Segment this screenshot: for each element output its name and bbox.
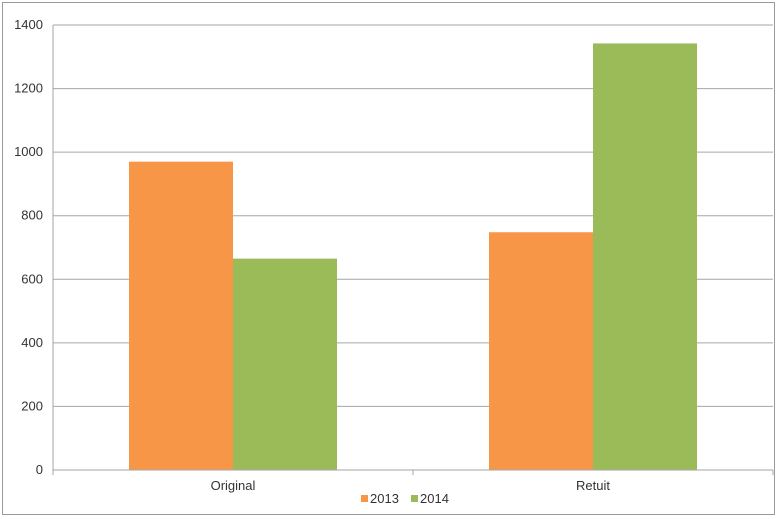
bar-original-2013	[129, 161, 233, 470]
y-axis-tick-labels: 0 200 400 600 800 1000 1200 1400	[14, 17, 43, 477]
x-category-label: Retuit	[576, 478, 610, 493]
bar-retuit-2013	[489, 232, 593, 470]
y-tick-label: 200	[21, 398, 43, 413]
y-tick-label: 600	[21, 271, 43, 286]
legend-swatch-2013	[361, 495, 368, 502]
y-tick-label: 0	[36, 462, 43, 477]
bars	[129, 43, 697, 470]
y-tick-label: 1000	[14, 144, 43, 159]
y-tick-label: 1400	[14, 17, 43, 32]
bar-original-2014	[233, 258, 337, 470]
y-tick-label: 1200	[14, 81, 43, 96]
x-category-label: Original	[211, 478, 256, 493]
x-axis-ticks	[52, 470, 774, 475]
legend-swatch-2014	[411, 495, 418, 502]
legend: 2013 2014	[361, 491, 449, 506]
y-tick-label: 400	[21, 335, 43, 350]
x-axis-category-labels: Original Retuit	[211, 478, 611, 493]
bar-retuit-2014	[593, 43, 697, 470]
y-tick-label: 800	[21, 208, 43, 223]
legend-label-2014: 2014	[420, 491, 449, 506]
legend-label-2013: 2013	[370, 491, 399, 506]
